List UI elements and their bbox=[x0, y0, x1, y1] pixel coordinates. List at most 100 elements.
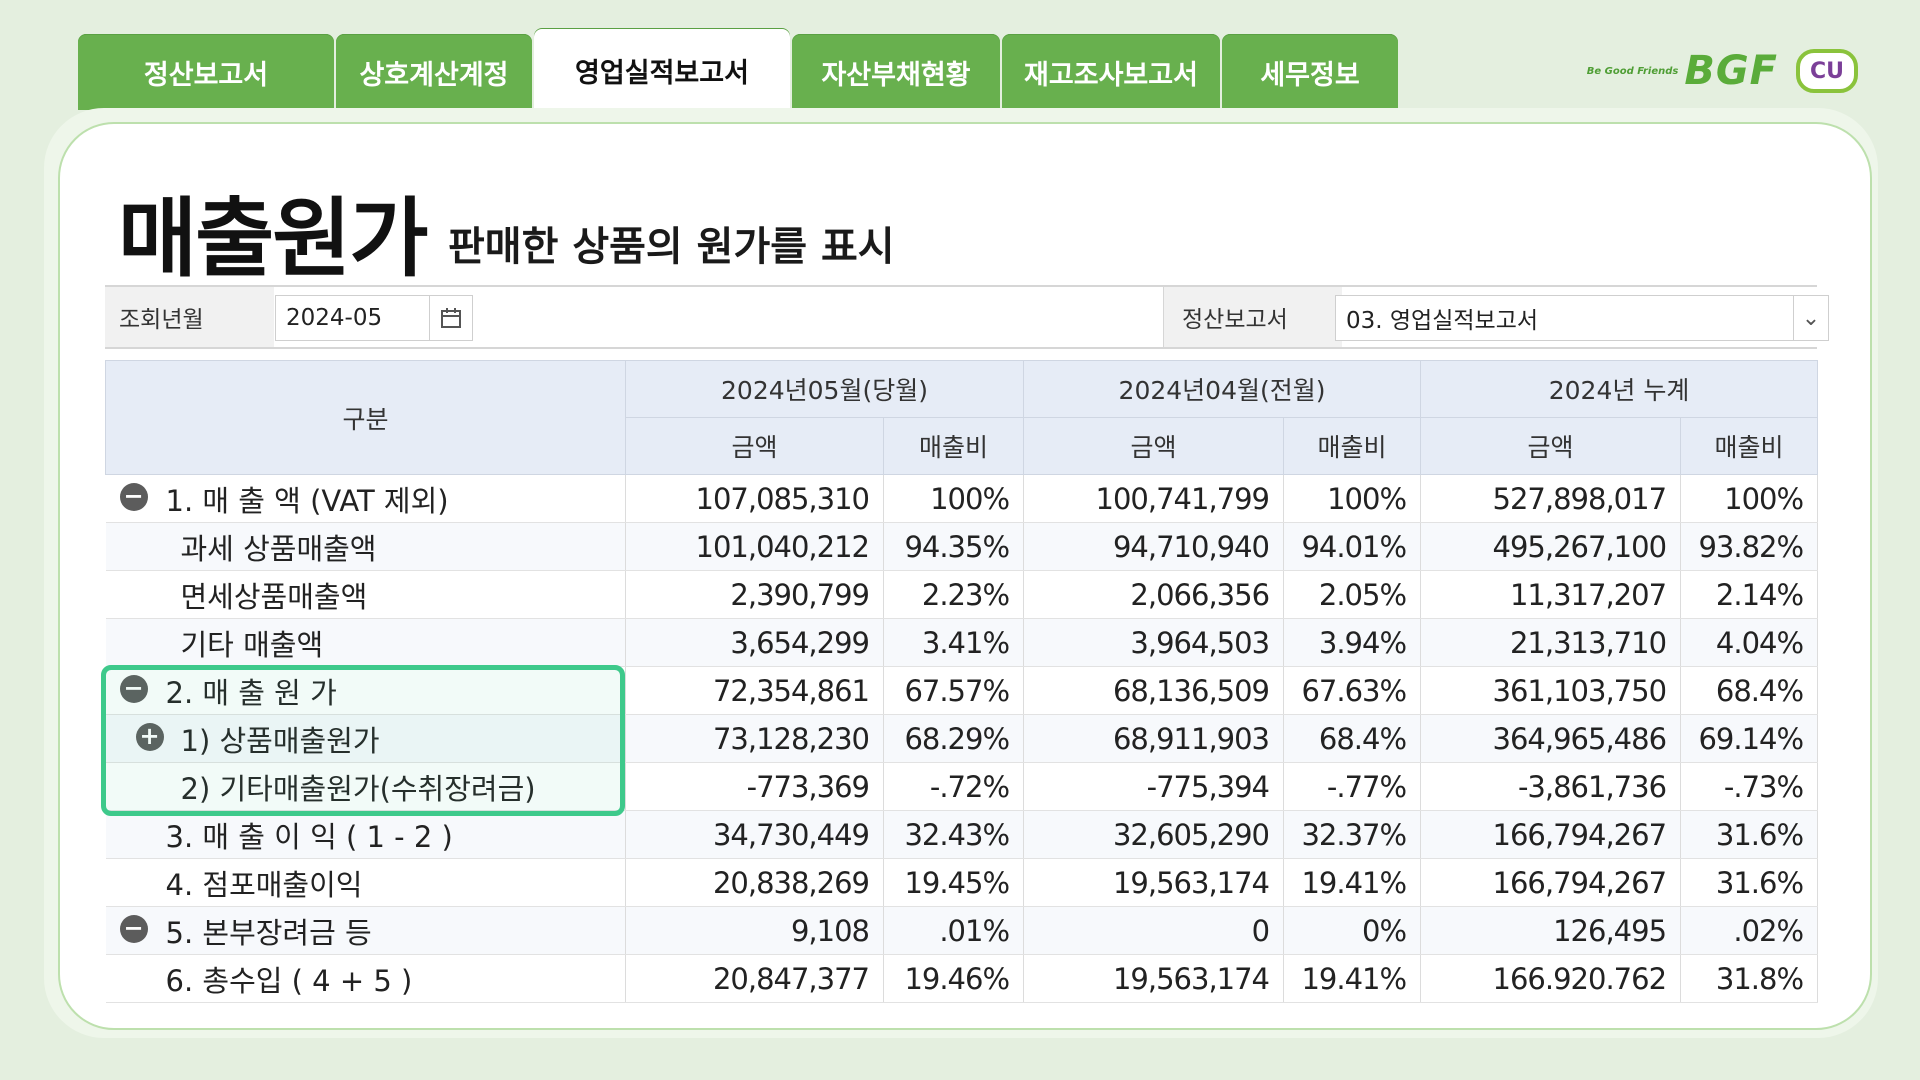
cell-ratio: 100% bbox=[1680, 474, 1819, 523]
expand-plus-icon[interactable]: + bbox=[135, 723, 164, 751]
table-row: 면세상품매출액 2,390,799 2.23% 2,066,356 2.05% … bbox=[105, 570, 1819, 619]
cell-ratio: 68.4% bbox=[1680, 666, 1819, 715]
cell-ratio: -.77% bbox=[1283, 762, 1422, 811]
period-input[interactable]: 2024-05 bbox=[275, 295, 473, 341]
cell-ratio: .01% bbox=[883, 906, 1025, 955]
table-row: 6. 총수입 ( 4 + 5 ) 20,847,377 19.46% 19,56… bbox=[105, 954, 1819, 1003]
cell-ratio: 31.6% bbox=[1680, 810, 1819, 859]
table-row: 4. 점포매출이익 20,838,269 19.45% 19,563,174 1… bbox=[105, 858, 1819, 907]
cell-ratio: -.72% bbox=[883, 762, 1025, 811]
cell-amount: 34,730,449 bbox=[625, 810, 884, 859]
tab-sales-performance[interactable]: 영업실적보고서 bbox=[534, 28, 790, 112]
cell-ratio: 94.35% bbox=[883, 522, 1025, 571]
table-row: −5. 본부장려금 등 9,108 .01% 0 0% 126,495 .02% bbox=[105, 906, 1819, 955]
cell-amount: 68,136,509 bbox=[1023, 666, 1285, 715]
cell-amount: 9,108 bbox=[625, 906, 884, 955]
chevron-down-icon[interactable]: ⌄ bbox=[1793, 296, 1828, 340]
cell-ratio: 19.41% bbox=[1283, 954, 1422, 1003]
row-label: 4. 점포매출이익 bbox=[105, 858, 626, 907]
row-label: 기타 매출액 bbox=[105, 618, 626, 667]
table-row: 기타 매출액 3,654,299 3.41% 3,964,503 3.94% 2… bbox=[105, 618, 1819, 667]
col-header-ratio: 매출비 bbox=[1283, 417, 1422, 475]
table-row: 과세 상품매출액 101,040,212 94.35% 94,710,940 9… bbox=[105, 522, 1819, 571]
cell-amount: 3,964,503 bbox=[1023, 618, 1285, 667]
tab-inventory-report[interactable]: 재고조사보고서 bbox=[1002, 34, 1220, 110]
cell-amount: 3,654,299 bbox=[625, 618, 884, 667]
filter-bar: 조회년월 2024-05 정산보고서 03. 영업실적보고서 ⌄ bbox=[105, 285, 1829, 349]
report-select-value: 03. 영업실적보고서 bbox=[1346, 308, 1539, 334]
col-header-amount: 금액 bbox=[625, 417, 884, 475]
cost-of-sales-table: 구분 2024년05월(당월) 2024년04월(전월) 2024년 누계 금액… bbox=[105, 360, 1819, 1003]
cell-amount: 94,710,940 bbox=[1023, 522, 1285, 571]
col-header-ratio: 매출비 bbox=[1680, 417, 1819, 475]
tab-mutual-account[interactable]: 상호계산계정 bbox=[336, 34, 532, 110]
cell-ratio: 68.4% bbox=[1283, 714, 1422, 763]
brand-logo: Be Good Friends BGF CU bbox=[1587, 48, 1858, 94]
cell-amount: 166,794,267 bbox=[1420, 810, 1682, 859]
row-label: +1) 상품매출원가 bbox=[105, 714, 626, 763]
table-row: +1) 상품매출원가 73,128,230 68.29% 68,911,903 … bbox=[105, 714, 1819, 763]
col-header-amount: 금액 bbox=[1023, 417, 1285, 475]
cell-ratio: 69.14% bbox=[1680, 714, 1819, 763]
page-subtitle: 판매한 상품의 원가를 표시 bbox=[448, 224, 895, 270]
cell-amount: 2,390,799 bbox=[625, 570, 884, 619]
cell-ratio: 3.94% bbox=[1283, 618, 1422, 667]
cell-amount: 100,741,799 bbox=[1023, 474, 1285, 523]
page-title: 매출원가 bbox=[118, 189, 428, 289]
tab-assets-liabilities[interactable]: 자산부채현황 bbox=[792, 34, 1000, 110]
cell-amount: -3,861,736 bbox=[1420, 762, 1682, 811]
table-row: 3. 매 출 이 익 ( 1 - 2 ) 34,730,449 32.43% 3… bbox=[105, 810, 1819, 859]
cell-amount: 166,794,267 bbox=[1420, 858, 1682, 907]
row-label-text: 1. 매 출 액 (VAT 제외) bbox=[165, 483, 449, 518]
tab-settlement-report[interactable]: 정산보고서 bbox=[78, 34, 334, 110]
row-label: 과세 상품매출액 bbox=[105, 522, 626, 571]
col-group-previous-month: 2024년04월(전월) bbox=[1023, 360, 1422, 418]
report-tab-bar: 정산보고서 상호계산계정 영업실적보고서 자산부채현황 재고조사보고서 세무정보 bbox=[78, 28, 1400, 112]
cell-amount: 101,040,212 bbox=[625, 522, 884, 571]
row-label: 2) 기타매출원가(수취장려금) bbox=[105, 762, 626, 811]
tab-tax-info[interactable]: 세무정보 bbox=[1222, 34, 1398, 110]
row-label: −5. 본부장려금 등 bbox=[105, 906, 626, 955]
collapse-minus-icon[interactable]: − bbox=[119, 915, 148, 943]
cell-amount: 72,354,861 bbox=[625, 666, 884, 715]
cell-ratio: 100% bbox=[883, 474, 1025, 523]
cell-ratio: 2.05% bbox=[1283, 570, 1422, 619]
cell-amount: 68,911,903 bbox=[1023, 714, 1285, 763]
cell-amount: 2,066,356 bbox=[1023, 570, 1285, 619]
cell-amount: 495,267,100 bbox=[1420, 522, 1682, 571]
cell-ratio: 67.63% bbox=[1283, 666, 1422, 715]
calendar-icon[interactable] bbox=[429, 296, 472, 340]
cell-amount: 361,103,750 bbox=[1420, 666, 1682, 715]
cell-ratio: 2.14% bbox=[1680, 570, 1819, 619]
report-select[interactable]: 03. 영업실적보고서 ⌄ bbox=[1335, 295, 1829, 341]
cell-ratio: 2.23% bbox=[883, 570, 1025, 619]
col-header-amount: 금액 bbox=[1420, 417, 1682, 475]
cell-ratio: 0% bbox=[1283, 906, 1422, 955]
collapse-minus-icon[interactable]: − bbox=[119, 483, 148, 511]
table-row: 2) 기타매출원가(수취장려금) -773,369 -.72% -775,394… bbox=[105, 762, 1819, 811]
cell-amount: 364,965,486 bbox=[1420, 714, 1682, 763]
cell-ratio: .02% bbox=[1680, 906, 1819, 955]
cell-amount: 32,605,290 bbox=[1023, 810, 1285, 859]
col-group-current-month: 2024년05월(당월) bbox=[624, 360, 1025, 418]
row-label: 6. 총수입 ( 4 + 5 ) bbox=[105, 954, 626, 1003]
cell-ratio: 32.43% bbox=[883, 810, 1025, 859]
cell-ratio: 31.8% bbox=[1680, 954, 1819, 1003]
cell-ratio: 19.41% bbox=[1283, 858, 1422, 907]
col-header-ratio: 매출비 bbox=[882, 417, 1025, 475]
cell-ratio: 68.29% bbox=[883, 714, 1025, 763]
table-row: −1. 매 출 액 (VAT 제외) 107,085,310 100% 100,… bbox=[105, 474, 1819, 523]
collapse-minus-icon[interactable]: − bbox=[119, 675, 148, 703]
cell-ratio: 100% bbox=[1283, 474, 1422, 523]
cell-amount: -775,394 bbox=[1023, 762, 1285, 811]
cell-amount: 107,085,310 bbox=[625, 474, 884, 523]
cell-amount: 20,847,377 bbox=[625, 954, 884, 1003]
row-label-text: 1) 상품매출원가 bbox=[180, 723, 380, 758]
cell-amount: 126,495 bbox=[1420, 906, 1682, 955]
row-label: −2. 매 출 원 가 bbox=[105, 666, 626, 715]
cell-amount: 20,838,269 bbox=[625, 858, 884, 907]
cell-amount: 166.920.762 bbox=[1420, 954, 1682, 1003]
logo-tagline: Be Good Friends bbox=[1586, 65, 1679, 77]
cell-amount: -773,369 bbox=[625, 762, 884, 811]
cell-amount: 0 bbox=[1023, 906, 1285, 955]
